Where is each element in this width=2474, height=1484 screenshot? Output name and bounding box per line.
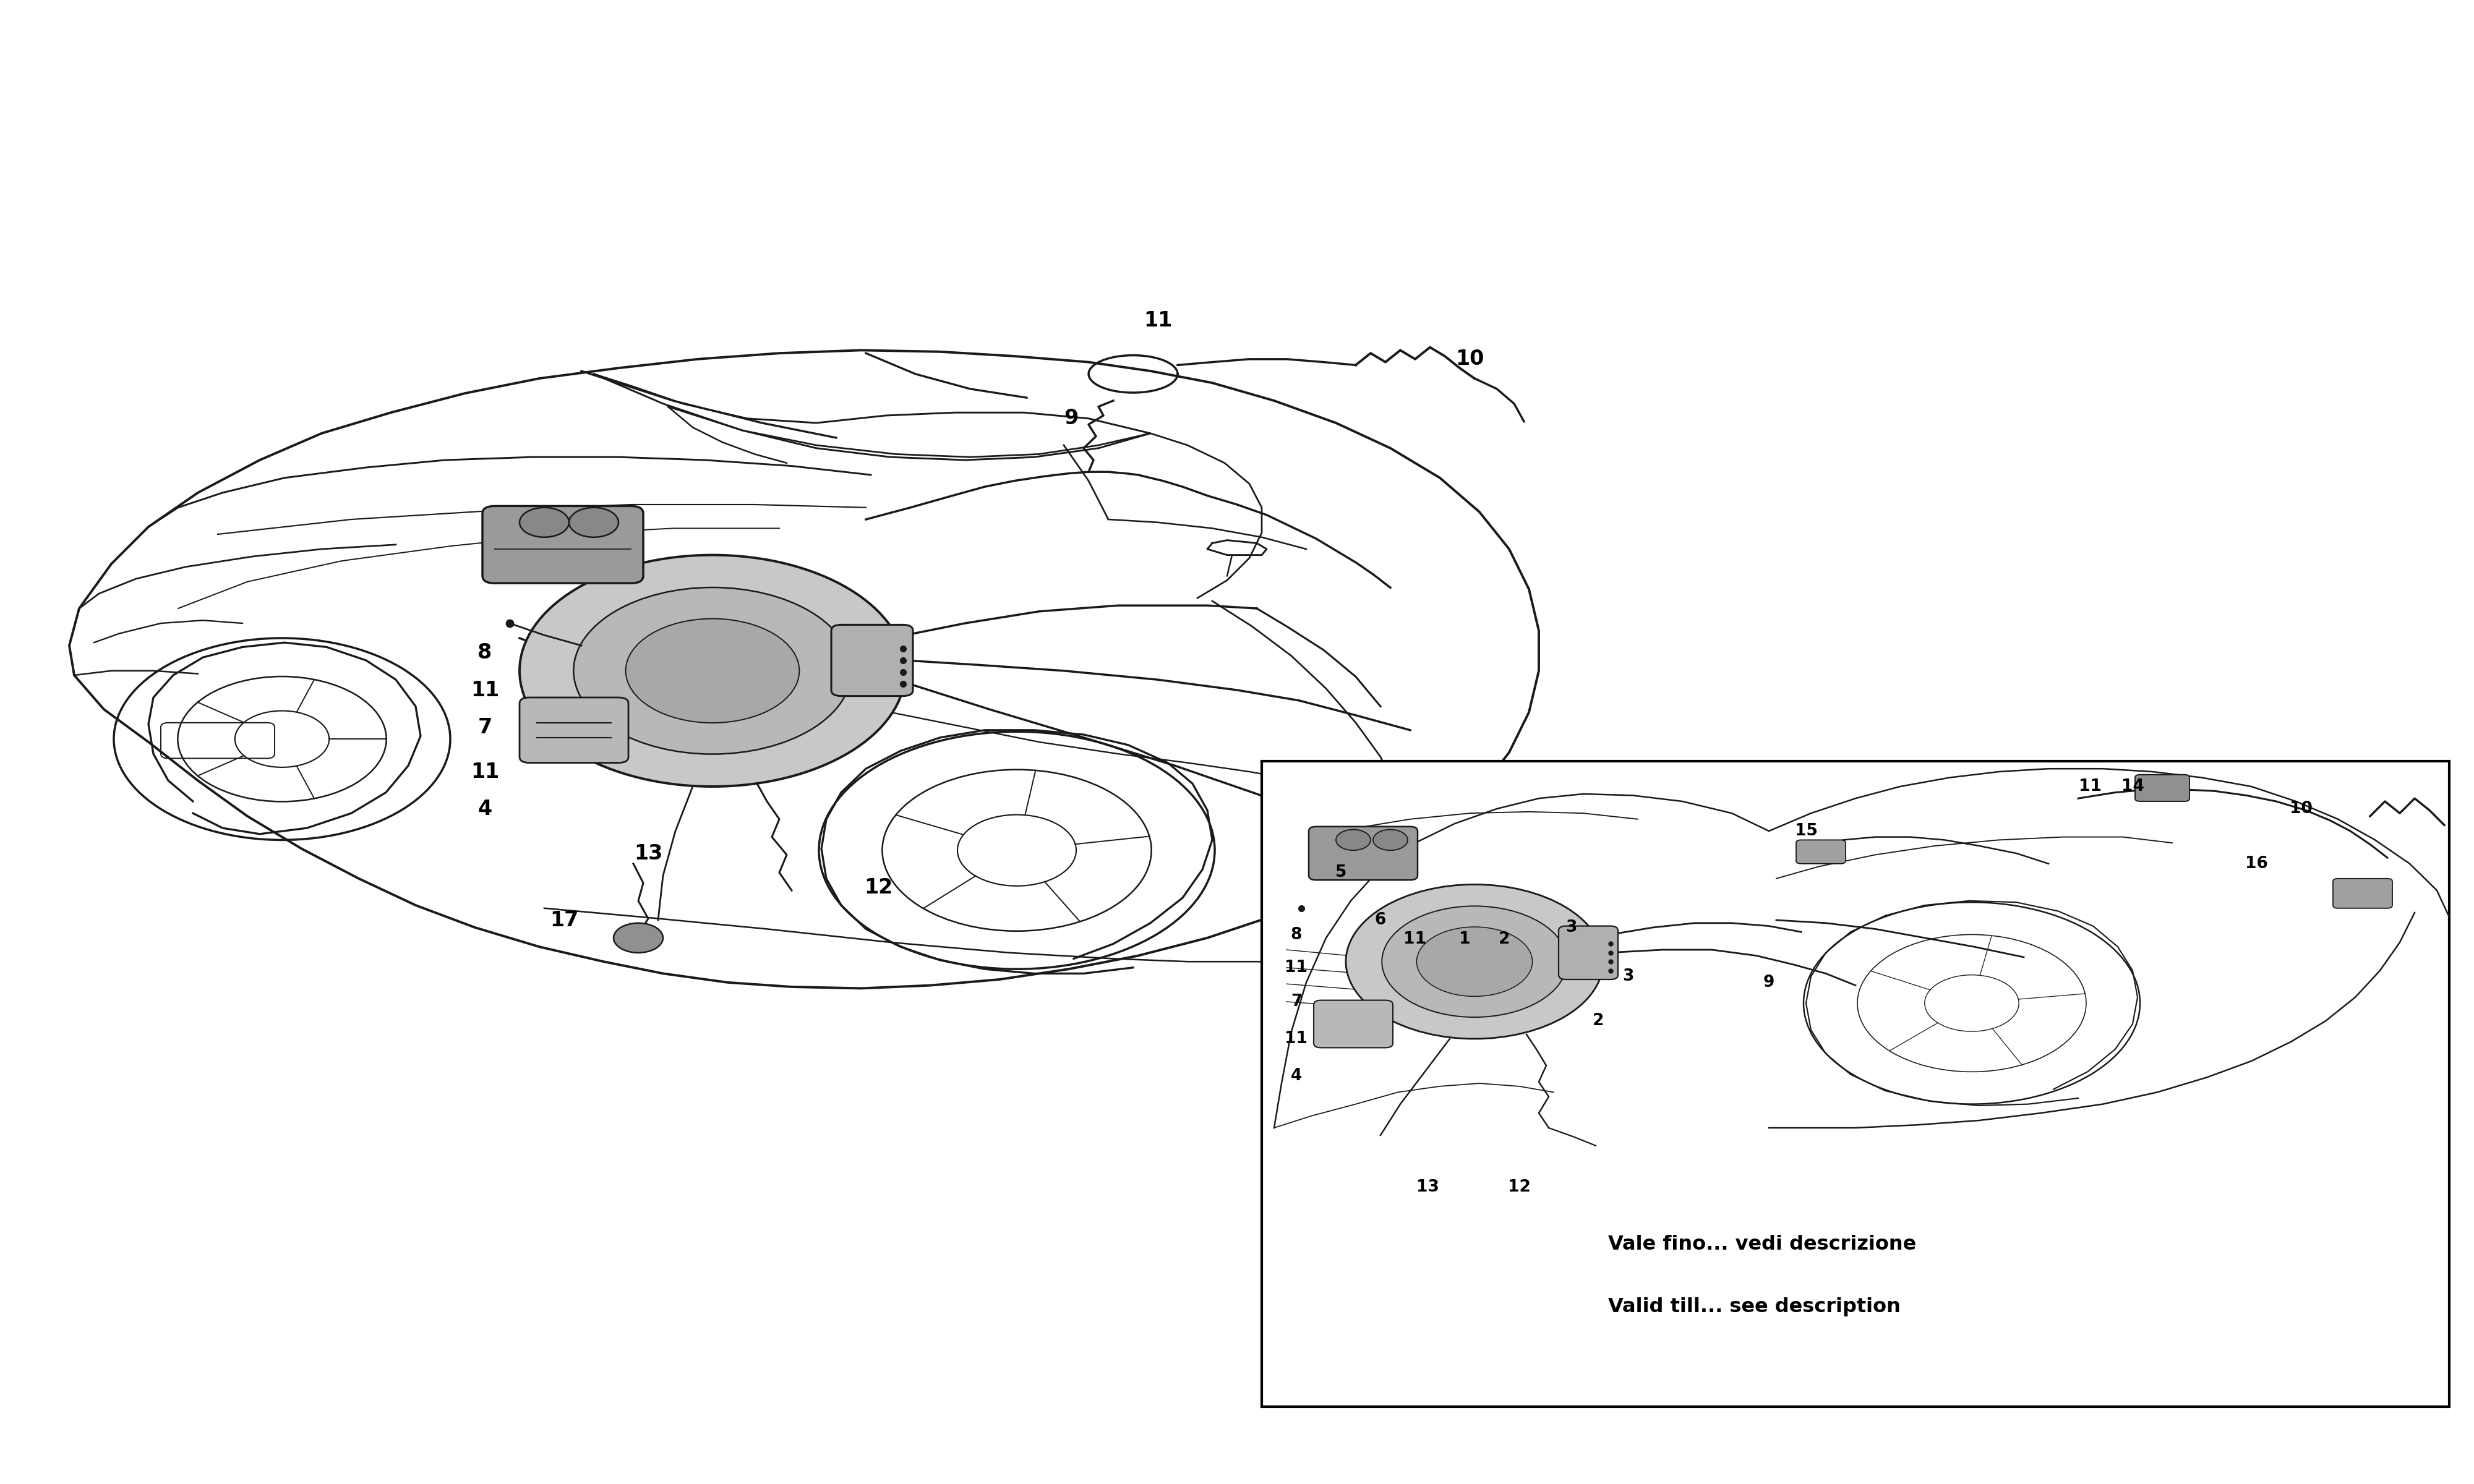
Circle shape xyxy=(1336,830,1371,850)
FancyBboxPatch shape xyxy=(2135,775,2189,801)
Text: 11: 11 xyxy=(470,761,500,782)
Circle shape xyxy=(1346,884,1603,1039)
FancyBboxPatch shape xyxy=(2333,879,2392,908)
Circle shape xyxy=(1418,927,1531,996)
Circle shape xyxy=(614,923,663,953)
Text: 7: 7 xyxy=(1291,994,1301,1009)
Text: 4: 4 xyxy=(1291,1068,1301,1083)
Text: 3: 3 xyxy=(760,616,774,637)
Text: 9: 9 xyxy=(1764,975,1774,990)
Text: 11: 11 xyxy=(1403,932,1427,947)
Text: 11: 11 xyxy=(586,628,616,649)
Text: Valid till... see description: Valid till... see description xyxy=(1608,1297,1900,1316)
Text: 10: 10 xyxy=(1455,349,1484,370)
Text: Vale fino... vedi descrizione: Vale fino... vedi descrizione xyxy=(1608,1235,1917,1254)
Text: 14: 14 xyxy=(2120,779,2145,794)
Circle shape xyxy=(569,508,618,537)
Text: 16: 16 xyxy=(2244,856,2269,871)
FancyBboxPatch shape xyxy=(482,506,643,583)
Text: 7: 7 xyxy=(477,717,492,738)
FancyBboxPatch shape xyxy=(1309,827,1418,880)
Text: 11: 11 xyxy=(1284,960,1309,975)
FancyBboxPatch shape xyxy=(1796,840,1846,864)
Circle shape xyxy=(520,508,569,537)
Text: 15: 15 xyxy=(1794,824,1818,838)
Text: 5: 5 xyxy=(1336,865,1346,880)
Text: 3: 3 xyxy=(1566,920,1576,935)
Text: 11: 11 xyxy=(1143,310,1173,331)
Text: 13: 13 xyxy=(633,843,663,864)
Text: 11: 11 xyxy=(2078,779,2103,794)
Text: 10: 10 xyxy=(2288,801,2313,816)
Circle shape xyxy=(626,619,799,723)
Text: 13: 13 xyxy=(1415,1180,1440,1195)
Text: 3: 3 xyxy=(1623,969,1633,984)
FancyBboxPatch shape xyxy=(1559,926,1618,979)
Text: 12: 12 xyxy=(863,877,893,898)
FancyBboxPatch shape xyxy=(1262,761,2449,1407)
Text: 9: 9 xyxy=(1064,408,1079,429)
Text: 11: 11 xyxy=(1284,1031,1309,1046)
Text: 3: 3 xyxy=(854,675,868,696)
Text: 12: 12 xyxy=(1507,1180,1531,1195)
Text: 5: 5 xyxy=(537,554,552,574)
FancyBboxPatch shape xyxy=(831,625,913,696)
Text: 8: 8 xyxy=(477,643,492,663)
Circle shape xyxy=(574,588,851,754)
Circle shape xyxy=(1383,907,1566,1017)
Text: 2: 2 xyxy=(824,717,839,738)
FancyBboxPatch shape xyxy=(1314,1000,1393,1048)
Text: 4: 4 xyxy=(477,798,492,819)
Text: 8: 8 xyxy=(1291,927,1301,942)
Text: 11: 11 xyxy=(470,680,500,700)
Text: 1: 1 xyxy=(1460,932,1470,947)
Text: 6: 6 xyxy=(1376,913,1385,927)
Circle shape xyxy=(1373,830,1408,850)
Text: 2: 2 xyxy=(1593,1014,1603,1028)
Text: 1: 1 xyxy=(648,628,663,649)
Text: 17: 17 xyxy=(549,910,579,930)
Circle shape xyxy=(520,555,905,787)
Text: 2: 2 xyxy=(1499,932,1509,947)
Text: 6: 6 xyxy=(562,610,576,631)
Text: 2: 2 xyxy=(685,628,700,649)
FancyBboxPatch shape xyxy=(520,697,628,763)
